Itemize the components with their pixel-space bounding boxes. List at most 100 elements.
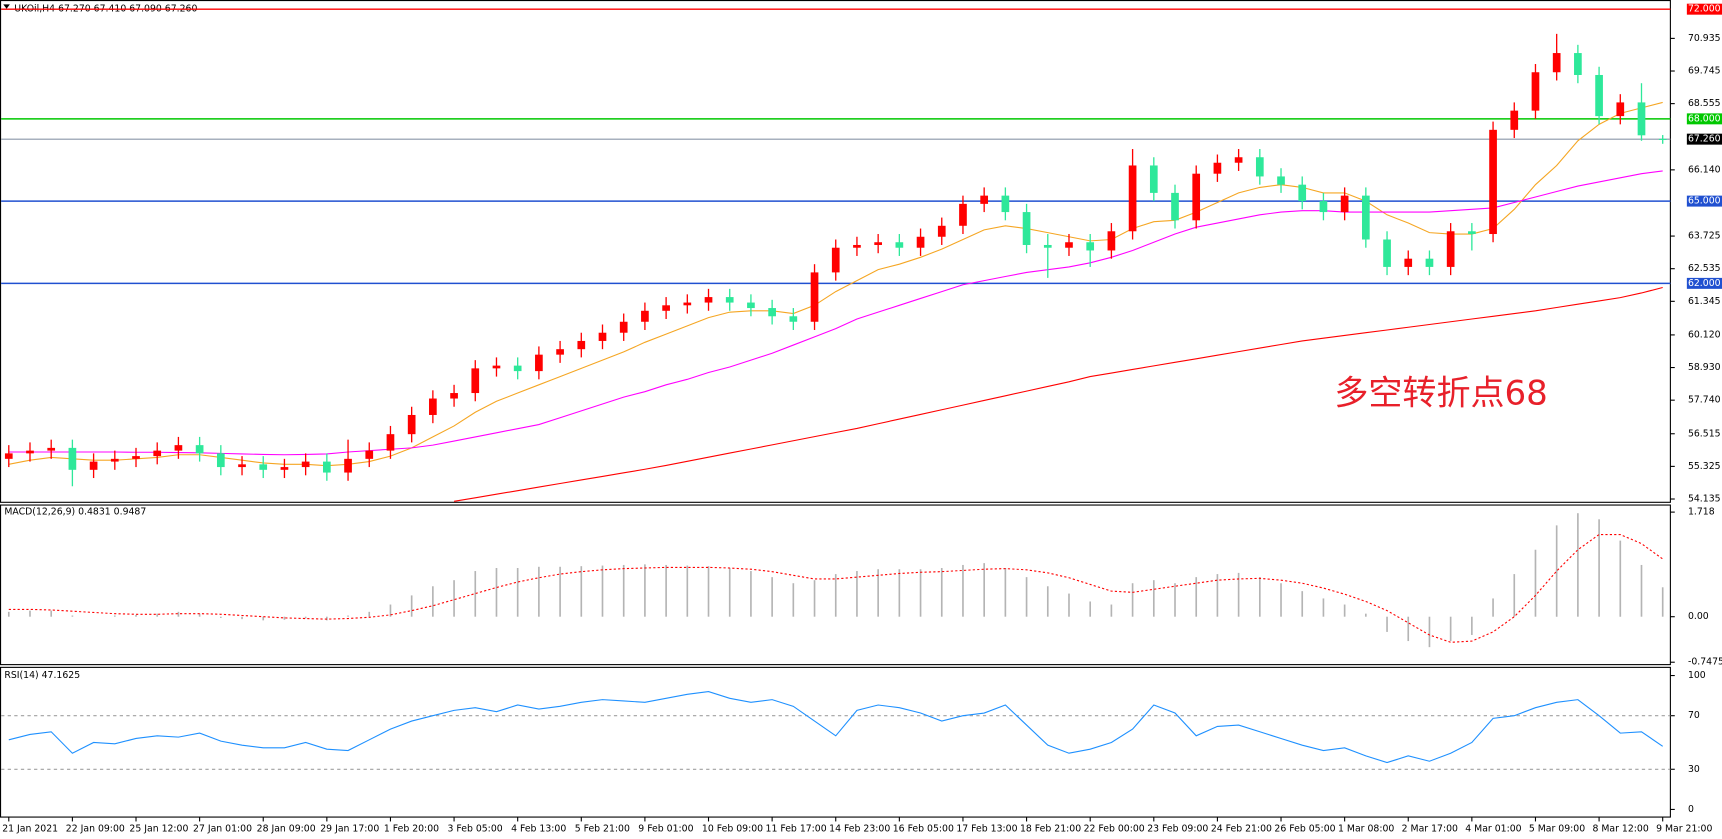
candle-body [747, 302, 755, 309]
candle-body [1574, 53, 1582, 75]
x-tick-label: 4 Mar 01:00 [1465, 824, 1521, 835]
candle-body [429, 398, 437, 415]
candle-body [662, 305, 670, 311]
candle-body [4, 453, 13, 459]
candle-body [1658, 138, 1667, 140]
candle-body [89, 461, 98, 470]
candle-body [1022, 212, 1031, 245]
candle-body [216, 453, 225, 468]
y-tick-label: 0 [1688, 804, 1694, 815]
x-tick-label: 26 Feb 05:00 [1274, 824, 1335, 835]
candle-body [683, 302, 692, 306]
x-tick-label: 23 Feb 09:00 [1147, 824, 1208, 835]
y-tick-label: 63.725 [1688, 231, 1721, 242]
y-tick-label: 69.745 [1688, 66, 1721, 77]
candle-body [535, 354, 543, 372]
candle-body [1171, 192, 1179, 221]
y-tick-label: 70.935 [1688, 33, 1721, 44]
x-tick-label: 28 Jan 09:00 [257, 824, 316, 835]
x-tick-label: 17 Feb 13:00 [956, 824, 1017, 835]
x-tick-label: 22 Jan 09:00 [66, 824, 125, 835]
candle-body [619, 321, 628, 333]
x-tick-label: 25 Jan 12:00 [129, 824, 188, 835]
candle-body [47, 447, 56, 451]
x-tick-label: 8 Mar 12:00 [1592, 824, 1648, 835]
x-tick-label: 4 Feb 13:00 [511, 824, 566, 835]
y-tick-label: 30 [1688, 764, 1700, 775]
indicator-line [8, 691, 1664, 764]
y-tick-label: 54.135 [1688, 494, 1721, 505]
y-tick-label: 0.00 [1688, 611, 1709, 622]
macd-title: MACD(12,26,9) 0.4831 0.9487 [4, 507, 146, 518]
candle-body [768, 308, 776, 317]
candle-body [1255, 157, 1264, 177]
candle-body [450, 393, 458, 399]
candle-body [1531, 72, 1540, 111]
candle-body [110, 458, 119, 462]
indicator-line [453, 286, 1663, 502]
y-tick-label: 100 [1688, 670, 1706, 681]
candle-body [407, 414, 416, 435]
y-tick-label: -0.7475 [1688, 657, 1722, 668]
level-label: 68.000 [1688, 113, 1721, 124]
candle-body [831, 247, 840, 273]
candle-body [1468, 231, 1476, 235]
symbol-marker [3, 4, 10, 9]
candle-body [1001, 195, 1010, 213]
candle-body [1510, 110, 1519, 130]
y-tick-label: 66.140 [1688, 164, 1721, 175]
candle-body [980, 195, 989, 204]
candle-body [344, 458, 352, 473]
candle-body [1404, 258, 1413, 267]
candle-body [1277, 176, 1285, 185]
candle-body [1086, 242, 1095, 251]
candle-body [1065, 242, 1073, 248]
candle-body [577, 340, 586, 350]
y-tick-label: 58.930 [1688, 362, 1721, 373]
x-tick-label: 10 Feb 09:00 [702, 824, 763, 835]
candle-body [1425, 258, 1434, 267]
candle-body [895, 242, 904, 248]
candle-body [1552, 53, 1561, 73]
level-label: 72.000 [1688, 4, 1721, 15]
candle-body [26, 450, 34, 454]
x-tick-label: 5 Mar 09:00 [1529, 824, 1585, 835]
level-label-box [1686, 195, 1722, 207]
candle-body [853, 244, 861, 248]
candle-body [471, 368, 480, 394]
x-tick-label: 29 Jan 17:00 [320, 824, 379, 835]
y-tick-label: 61.345 [1688, 296, 1721, 307]
y-tick-label: 1.718 [1688, 507, 1715, 518]
candle-body [1637, 102, 1646, 136]
candle-body [365, 450, 374, 459]
x-tick-label: 9 Mar 21:00 [1656, 824, 1712, 835]
candle-body [725, 297, 734, 303]
candle-body [937, 225, 946, 237]
candle-body [386, 434, 395, 451]
x-tick-label: 9 Feb 01:00 [638, 824, 693, 835]
level-label-box [1686, 3, 1722, 15]
y-tick-label: 60.120 [1688, 329, 1721, 340]
y-tick-label: 56.515 [1688, 428, 1721, 439]
y-tick-label: 68.555 [1688, 98, 1721, 109]
x-tick-label: 21 Jan 2021 [2, 824, 58, 835]
y-tick-label: 62.535 [1688, 263, 1721, 274]
level-label: 65.000 [1688, 196, 1721, 207]
y-tick-label: 70 [1688, 710, 1700, 721]
indicator-line [8, 533, 1664, 643]
x-tick-label: 1 Mar 08:00 [1338, 824, 1394, 835]
candle-body [1128, 165, 1137, 232]
candle-body [1107, 231, 1116, 251]
candle-body [238, 464, 246, 468]
candle-body [492, 365, 501, 369]
candle-body [916, 236, 925, 248]
x-tick-label: 14 Feb 23:00 [829, 824, 890, 835]
candle-body [1192, 173, 1201, 221]
x-tick-label: 24 Feb 21:00 [1211, 824, 1272, 835]
last-price-label: 67.260 [1688, 134, 1721, 145]
annotation: 多空转折点68 [1334, 373, 1548, 413]
level-label-box [1686, 113, 1722, 125]
x-tick-label: 11 Feb 17:00 [766, 824, 827, 835]
x-tick-label: 2 Mar 17:00 [1402, 824, 1458, 835]
